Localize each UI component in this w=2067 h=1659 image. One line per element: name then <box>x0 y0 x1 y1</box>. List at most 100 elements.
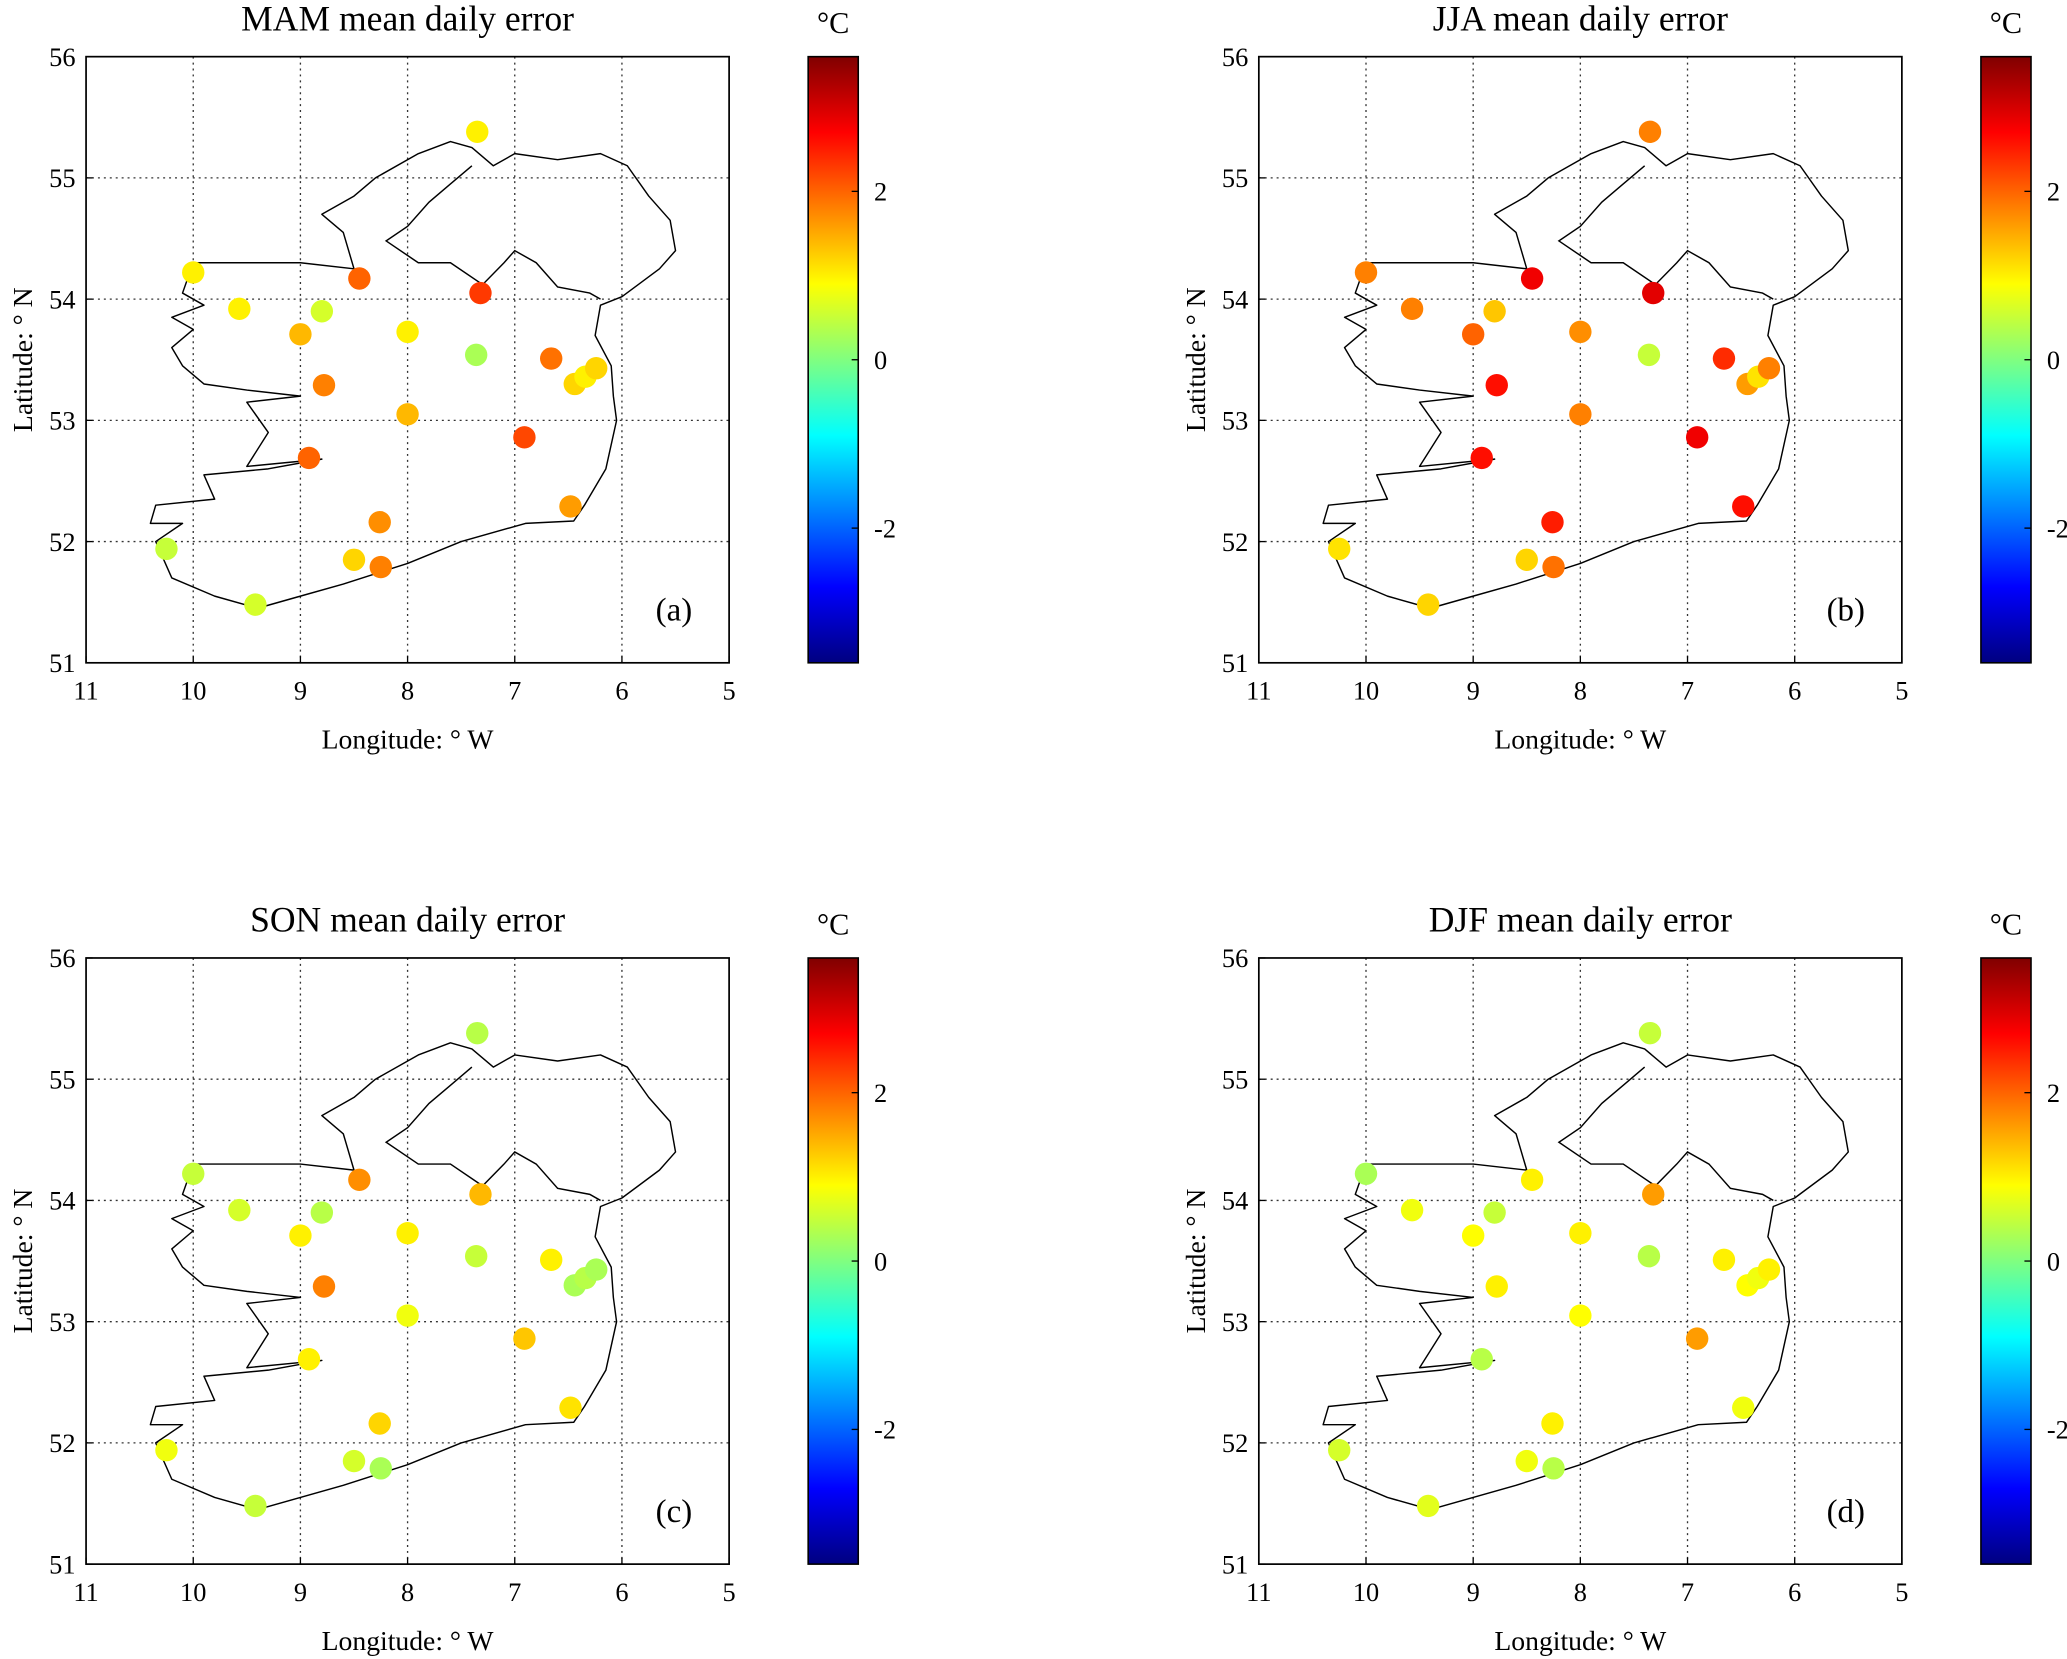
x-tick-label: 9 <box>1467 1578 1480 1607</box>
station-point <box>469 281 492 305</box>
coastline-ireland <box>1322 140 1850 609</box>
station-point <box>297 1348 321 1371</box>
panel-title: MAM mean daily error <box>241 0 574 38</box>
colorbar-tick-label: 2 <box>874 178 887 207</box>
x-axis-label: Longitude: ° W <box>1494 1625 1667 1656</box>
station-point <box>396 1221 419 1245</box>
station-point <box>396 320 419 344</box>
station-point <box>513 426 536 449</box>
colorbar-tick-label: 0 <box>874 1247 887 1276</box>
colorbar-unit-label: °C <box>817 6 849 40</box>
colorbar <box>1980 55 2032 664</box>
colorbar <box>1980 957 2032 1565</box>
station-point <box>312 1275 336 1298</box>
station-point <box>1483 300 1506 323</box>
station-point <box>1520 267 1544 290</box>
y-tick-label: 53 <box>1222 1308 1248 1337</box>
station-point <box>559 495 582 518</box>
x-tick-label: 10 <box>180 1578 206 1607</box>
station-point <box>1400 297 1424 321</box>
station-point <box>469 1183 492 1206</box>
northern-ireland-border <box>384 165 601 300</box>
station-point <box>312 373 336 397</box>
station-point <box>1485 1275 1508 1298</box>
station-point <box>539 1248 563 1272</box>
y-tick-label: 52 <box>1222 1429 1248 1458</box>
y-tick-label: 55 <box>49 164 75 193</box>
colorbar-unit-label: °C <box>1990 907 2022 941</box>
station-point <box>1637 343 1661 367</box>
colorbar-tick-label: -2 <box>874 514 896 543</box>
colorbar-tick-label: 2 <box>2047 1079 2060 1108</box>
station-point <box>1569 1221 1592 1245</box>
panel-mam: MAM mean daily error 11 10 9 8 7 6 5 51 52 53 54 55 5… <box>7 0 896 754</box>
station-point <box>1400 1198 1424 1222</box>
station-point <box>244 593 267 616</box>
station-point <box>1541 1412 1564 1435</box>
station-point <box>289 1224 312 1247</box>
station-point <box>1569 320 1592 344</box>
station-point <box>1757 1258 1781 1281</box>
station-point <box>466 120 489 144</box>
y-tick-label: 56 <box>1222 43 1248 72</box>
colorbar-unit-label: °C <box>1990 6 2022 40</box>
x-tick-label: 7 <box>508 677 521 706</box>
x-tick-label: 11 <box>1246 677 1271 706</box>
panel-tag: (b) <box>1827 593 1865 629</box>
station-point <box>1732 495 1755 518</box>
colorbar-tick-label: 0 <box>874 346 887 375</box>
x-axis-label: Longitude: ° W <box>322 1625 495 1656</box>
y-tick-label: 55 <box>1222 1065 1248 1094</box>
coastline-ireland <box>149 1042 677 1511</box>
x-tick-label: 5 <box>1895 1578 1908 1607</box>
x-tick-label: 9 <box>294 677 307 706</box>
station-point <box>396 403 419 426</box>
y-tick-label: 54 <box>1222 1187 1248 1216</box>
northern-ireland-border <box>1557 1066 1774 1202</box>
x-tick-label: 6 <box>615 1578 628 1607</box>
x-axis-label: Longitude: ° W <box>1494 723 1667 754</box>
station-point <box>513 1327 536 1350</box>
colorbar-tick-label: -2 <box>2047 514 2067 543</box>
station-point <box>1712 347 1736 370</box>
panel-tag: (a) <box>656 593 693 629</box>
station-point <box>369 1457 392 1480</box>
station-point <box>1515 548 1538 571</box>
station-point <box>1416 1494 1440 1518</box>
y-tick-label: 55 <box>49 1065 75 1094</box>
panel-djf: DJF mean daily error 11 10 9 8 7 6 5 51 52 53 54 55 5… <box>1180 900 2067 1656</box>
x-tick-label: 10 <box>1353 1578 1379 1607</box>
station-point <box>1685 1327 1709 1350</box>
station-point <box>1485 373 1508 397</box>
panel-title: SON mean daily error <box>250 900 565 940</box>
station-point <box>1515 1449 1538 1473</box>
station-point <box>1520 1168 1544 1192</box>
station-point <box>1685 426 1709 449</box>
station-point <box>1637 1245 1661 1268</box>
y-tick-label: 52 <box>1222 528 1248 557</box>
colorbar <box>807 957 860 1565</box>
station-point <box>466 1021 489 1045</box>
station-point <box>182 261 205 284</box>
colorbar-tick-label: -2 <box>874 1416 896 1445</box>
northern-ireland-border <box>1557 165 1774 300</box>
station-point <box>1642 1183 1665 1206</box>
y-tick-label: 56 <box>49 944 75 973</box>
station-point <box>348 1168 371 1192</box>
panel-tag: (c) <box>656 1494 693 1530</box>
panel-title: DJF mean daily error <box>1429 900 1732 940</box>
station-point <box>1569 403 1592 426</box>
station-point <box>585 1258 608 1281</box>
y-axis-label: Latitude: ° N <box>1180 1189 1211 1334</box>
x-tick-label: 8 <box>1574 1578 1587 1607</box>
x-tick-label: 7 <box>1681 677 1694 706</box>
colorbar-tick-label: 0 <box>2047 1247 2060 1276</box>
station-point <box>244 1494 267 1518</box>
station-point <box>1470 1348 1493 1371</box>
y-axis-label: Latitude: ° N <box>1180 287 1211 432</box>
colorbar-tick-label: -2 <box>2047 1416 2067 1445</box>
y-axis-label: Latitude: ° N <box>7 287 38 432</box>
station-point <box>182 1162 205 1185</box>
coastline-ireland <box>1322 1042 1850 1511</box>
